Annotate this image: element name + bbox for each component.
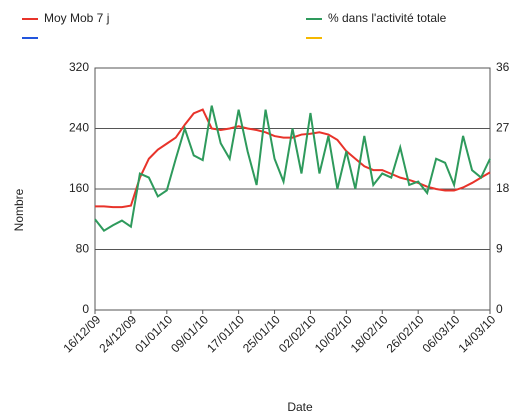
x-tick-label: 06/03/10 — [420, 312, 463, 355]
y2-tick-label: 0 — [496, 302, 503, 316]
y-tick-label: 240 — [69, 121, 89, 135]
legend-label: % dans l'activité totale — [328, 11, 447, 25]
legend-label: Moy Mob 7 j — [44, 11, 109, 25]
x-tick-label: 09/01/10 — [168, 312, 211, 355]
y2-tick-label: 36 — [496, 60, 510, 74]
x-tick-label: 10/02/10 — [312, 312, 355, 355]
x-tick-label: 26/02/10 — [384, 312, 427, 355]
x-tick-label: 17/01/10 — [204, 312, 247, 355]
x-tick-label: 16/12/09 — [60, 312, 103, 355]
plot-frame — [94, 67, 491, 311]
x-tick-label: 01/01/10 — [132, 312, 175, 355]
x-tick-label: 14/03/10 — [455, 312, 498, 355]
y-tick-label: 160 — [69, 181, 89, 195]
y-axis-title: Nombre — [12, 188, 26, 231]
y-tick-label: 0 — [82, 302, 89, 316]
x-tick-label: 18/02/10 — [348, 312, 391, 355]
series-line — [94, 105, 491, 232]
y2-tick-label: 27 — [496, 121, 510, 135]
x-tick-label: 24/12/09 — [96, 312, 139, 355]
x-tick-label: 25/01/10 — [240, 312, 283, 355]
y2-tick-label: 9 — [496, 242, 503, 256]
y-tick-label: 80 — [76, 242, 90, 256]
y2-tick-label: 18 — [496, 181, 510, 195]
x-tick-label: 02/02/10 — [276, 312, 319, 355]
series-line — [95, 108, 491, 209]
x-axis-title: Date — [287, 400, 313, 414]
y-tick-label: 320 — [69, 60, 89, 74]
